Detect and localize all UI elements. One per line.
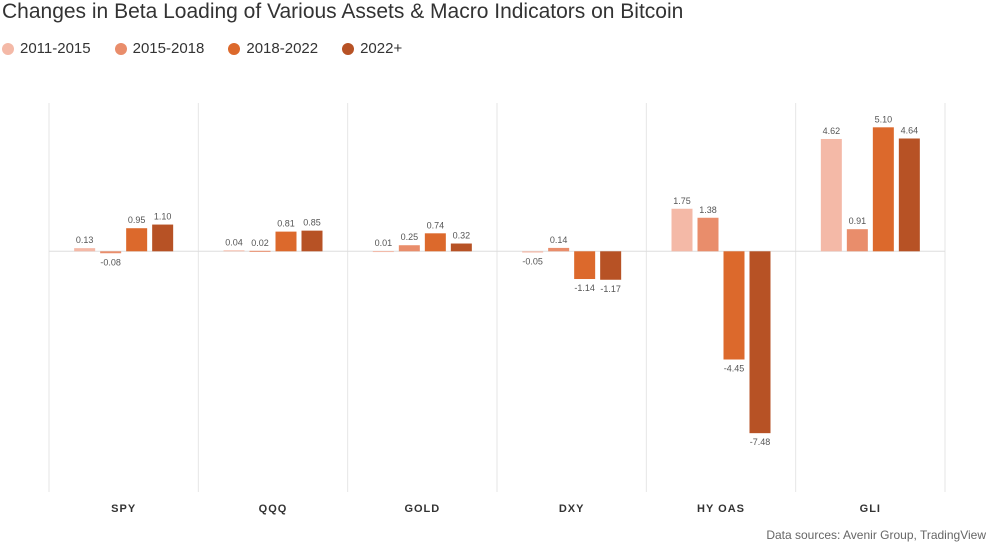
bar xyxy=(398,245,420,252)
data-label: 1.75 xyxy=(673,196,691,206)
bar xyxy=(74,248,96,252)
legend-item-2015-2018: 2015-2018 xyxy=(114,40,205,57)
bar xyxy=(522,251,544,253)
legend-label: 2011-2015 xyxy=(20,40,91,57)
data-label: 1.38 xyxy=(699,205,717,215)
legend-item-2022-plus: 2022+ xyxy=(342,40,402,57)
bar xyxy=(723,251,745,360)
bar xyxy=(275,231,297,252)
bar xyxy=(249,250,271,252)
category-label: GOLD xyxy=(404,503,440,515)
data-label: 0.32 xyxy=(453,231,471,241)
data-label: 0.14 xyxy=(550,235,568,245)
data-label: -1.17 xyxy=(600,284,621,294)
bar xyxy=(600,251,622,280)
bar xyxy=(450,243,472,252)
bar xyxy=(152,224,174,252)
bar xyxy=(574,251,596,280)
legend-label: 2022+ xyxy=(360,40,403,57)
data-label: 0.85 xyxy=(303,218,321,228)
data-label: -0.08 xyxy=(100,257,121,267)
chart-legend: 2011-2015 2015-2018 2018-2022 2022+ xyxy=(2,40,426,57)
bar xyxy=(749,251,771,434)
legend-swatch xyxy=(342,42,355,55)
legend-item-2018-2022: 2018-2022 xyxy=(228,40,318,57)
data-label: 0.74 xyxy=(427,220,445,230)
data-label: 0.13 xyxy=(76,235,94,245)
bar xyxy=(898,138,920,252)
bar xyxy=(820,138,842,252)
category-label: SPY xyxy=(111,503,136,515)
data-label: 0.01 xyxy=(375,238,393,248)
bar xyxy=(548,247,570,252)
data-label: 4.62 xyxy=(823,126,841,136)
bar xyxy=(872,127,894,252)
data-label: 0.25 xyxy=(401,232,419,242)
data-label: -0.05 xyxy=(522,257,543,267)
data-label: 0.91 xyxy=(849,216,867,226)
data-label: 1.10 xyxy=(154,212,172,222)
data-label: -4.45 xyxy=(724,363,745,373)
bar xyxy=(671,208,693,252)
bar xyxy=(846,229,868,252)
legend-swatch xyxy=(228,42,241,55)
data-label: 0.04 xyxy=(225,237,243,247)
bar xyxy=(301,230,323,252)
category-label: DXY xyxy=(559,503,585,515)
data-label: -7.48 xyxy=(750,437,771,447)
legend-item-2011-2015: 2011-2015 xyxy=(2,40,91,57)
bar xyxy=(372,251,394,253)
category-label: GLI xyxy=(860,503,881,515)
bar xyxy=(697,217,719,252)
bar xyxy=(223,250,245,252)
bar xyxy=(424,233,446,252)
legend-swatch xyxy=(2,42,14,55)
bar xyxy=(100,251,122,254)
data-source-note: Data sources: Avenir Group, TradingView xyxy=(766,528,986,542)
data-label: 0.95 xyxy=(128,215,146,225)
legend-label: 2018-2022 xyxy=(246,40,319,57)
bar xyxy=(126,228,148,252)
category-label: QQQ xyxy=(259,503,288,515)
data-label: 5.10 xyxy=(875,114,893,124)
category-label: HY OAS xyxy=(697,503,745,515)
data-label: 0.02 xyxy=(251,238,269,248)
data-label: -1.14 xyxy=(574,283,595,293)
data-label: 0.81 xyxy=(277,219,295,229)
chart-title: Changes in Beta Loading of Various Asset… xyxy=(2,0,684,23)
legend-swatch xyxy=(114,42,127,55)
data-label: 4.64 xyxy=(901,125,919,135)
legend-label: 2015-2018 xyxy=(132,40,205,57)
